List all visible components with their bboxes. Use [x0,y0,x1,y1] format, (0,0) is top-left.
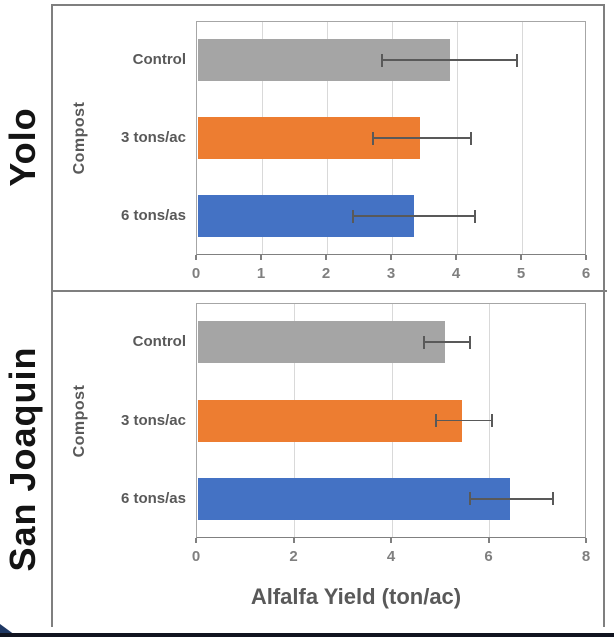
figure-frame [51,4,605,627]
error-bar-line [469,498,555,500]
axis-tick-label: 3 [386,265,396,282]
axis-tick-label: 2 [289,548,298,565]
axis-tick-mark [487,538,490,543]
gridline [521,22,523,254]
county-label: San Joaquin [2,345,43,572]
category-label: 3 tons/ac [120,129,186,146]
x-axis-title: Alfalfa Yield (ton/ac) [250,584,462,609]
error-bar-line [352,215,476,217]
error-bar-cap-left [371,131,374,145]
bar [197,477,511,520]
error-bar-line [381,59,518,61]
category-label: Control [132,51,186,68]
error-bar-cap-left [422,335,425,349]
axis-tick-label: 0 [191,548,201,565]
error-bar [352,209,476,223]
axis-tick-label: 8 [581,548,591,565]
axis-tick-label: 2 [321,265,331,282]
error-bar [434,414,494,427]
axis-tick-mark [585,538,587,543]
error-bar [422,335,472,349]
axis-tick-mark [390,538,392,543]
axis-tick-label: 1 [256,265,266,282]
error-bar [469,492,555,506]
axis-tick-mark [292,538,295,543]
county-label: Yolo [2,107,43,187]
axis-tick-label: 4 [386,548,396,565]
category-label: 3 tons/ac [120,411,186,429]
axis-tick-label: 6 [484,548,493,565]
axis-tick-mark [195,538,197,543]
panel-divider [51,290,607,292]
bar [197,321,445,364]
error-bar-cap-right [515,53,518,67]
error-bar-line [371,137,473,139]
bottom-left-notch [0,624,15,635]
error-bar-cap-right [469,335,472,349]
error-bar-cap-right [552,492,555,506]
axis-tick-label: 6 [581,265,591,282]
error-bar [381,53,518,67]
axis-tick-mark [520,255,522,260]
category-label: 6 tons/as [120,489,186,507]
axis-tick-mark [325,255,327,260]
bar [197,399,462,442]
error-bar-cap-left [434,414,437,427]
error-bar-cap-right [473,209,476,223]
axis-tick-mark [260,255,262,260]
axis-tick-mark [195,255,197,260]
axis-tick-label: 5 [516,265,526,282]
category-label: 6 tons/as [120,207,186,224]
error-bar-cap-left [381,53,384,67]
axis-tick-mark [585,255,587,260]
axis-tick-label: 0 [191,265,201,282]
axis-tick-label: 4 [451,265,461,282]
axis-tick-mark [455,255,457,260]
error-bar-cap-right [491,414,494,427]
error-bar-line [422,341,472,343]
error-bar-line [434,419,494,422]
error-bar-cap-right [470,131,473,145]
error-bar-cap-left [469,492,471,506]
slide-bottom-edge [0,633,614,637]
axis-tick-mark [390,255,392,260]
error-bar-cap-left [352,209,354,223]
category-label: Control [132,333,186,351]
error-bar [371,131,473,145]
